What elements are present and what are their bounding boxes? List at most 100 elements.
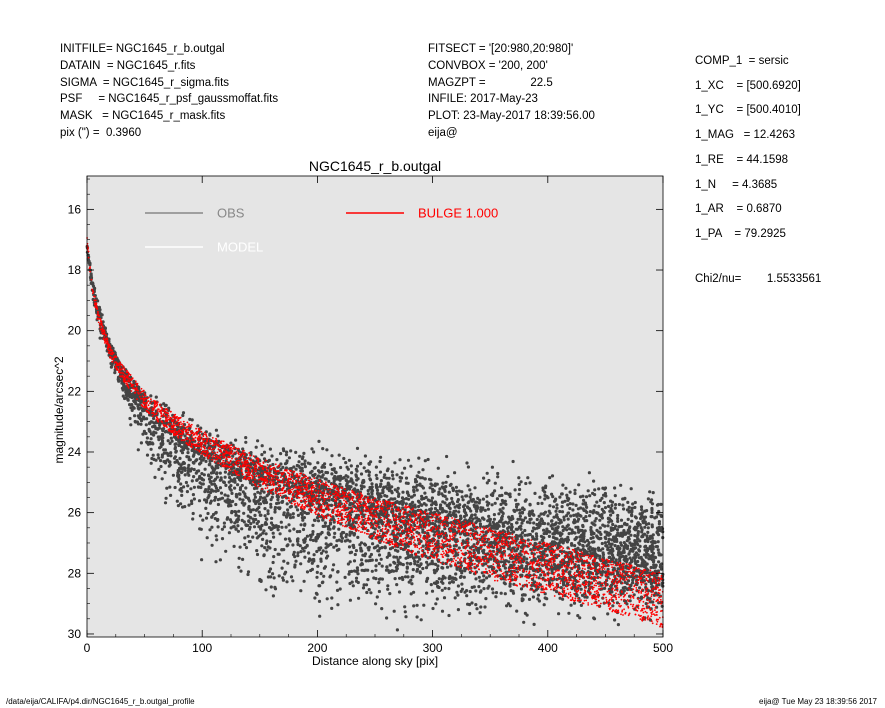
obs-point	[145, 417, 149, 421]
obs-point	[323, 477, 327, 481]
obs-point	[387, 476, 391, 480]
obs-point	[348, 539, 352, 543]
obs-point	[513, 488, 517, 492]
obs-point	[512, 563, 516, 567]
obs-point	[265, 539, 269, 543]
obs-point	[370, 490, 374, 494]
obs-point	[283, 462, 288, 466]
obs-point	[222, 525, 226, 529]
obs-point	[419, 618, 423, 622]
obs-point	[560, 505, 564, 509]
obs-point	[176, 479, 180, 483]
obs-point	[456, 498, 460, 502]
obs-point	[311, 532, 315, 536]
obs-point	[431, 562, 435, 566]
obs-point	[227, 531, 231, 535]
obs-point	[315, 570, 319, 575]
obs-point	[159, 464, 163, 469]
obs-point	[490, 587, 495, 591]
obs-point	[186, 466, 190, 470]
obs-point	[626, 536, 631, 540]
obs-point	[374, 473, 378, 477]
obs-point	[414, 485, 418, 489]
obs-point	[460, 495, 464, 499]
obs-point	[495, 497, 499, 501]
obs-point	[169, 454, 173, 458]
obs-point	[253, 513, 257, 518]
plot-area	[87, 176, 663, 637]
obs-point	[287, 456, 291, 460]
obs-point	[218, 486, 222, 490]
obs-point	[401, 502, 405, 506]
obs-point	[567, 611, 571, 615]
obs-point	[199, 527, 203, 531]
obs-point	[440, 580, 444, 584]
header-mid-line: eija@	[428, 126, 458, 139]
obs-point	[332, 563, 336, 567]
obs-point	[504, 502, 508, 506]
obs-point	[426, 498, 430, 502]
obs-point	[613, 486, 617, 490]
obs-point	[300, 462, 304, 466]
obs-point	[257, 510, 261, 514]
obs-point	[421, 468, 425, 472]
obs-point	[403, 466, 407, 470]
obs-point	[369, 591, 373, 595]
obs-point	[349, 501, 353, 505]
obs-point	[565, 537, 569, 542]
obs-point	[142, 417, 146, 421]
obs-point	[253, 492, 257, 496]
obs-point	[491, 525, 495, 529]
obs-point	[285, 580, 289, 584]
obs-point	[531, 595, 536, 599]
obs-point	[536, 501, 540, 506]
obs-point	[277, 501, 281, 505]
obs-point	[396, 494, 401, 498]
obs-point	[506, 602, 511, 606]
obs-point	[359, 472, 364, 476]
obs-point	[627, 505, 631, 509]
obs-point	[173, 455, 177, 459]
obs-point	[568, 527, 572, 531]
obs-point	[482, 574, 486, 578]
obs-point	[385, 476, 389, 480]
obs-point	[519, 587, 524, 591]
obs-point	[469, 492, 473, 496]
obs-point	[303, 522, 307, 526]
obs-point	[623, 521, 627, 525]
obs-point	[425, 577, 429, 581]
obs-point	[461, 498, 465, 502]
obs-point	[295, 530, 299, 534]
obs-point	[254, 531, 258, 535]
obs-point	[162, 427, 166, 431]
obs-point	[599, 536, 603, 541]
obs-point	[350, 510, 354, 514]
obs-point	[515, 537, 519, 541]
obs-point	[271, 531, 275, 535]
obs-point	[503, 582, 507, 586]
obs-point	[625, 546, 630, 551]
obs-point	[156, 453, 160, 457]
obs-point	[328, 575, 332, 579]
obs-point	[520, 564, 524, 568]
obs-point	[370, 482, 374, 486]
obs-point	[428, 486, 432, 490]
obs-point	[237, 565, 241, 569]
obs-point	[386, 481, 390, 485]
obs-point	[447, 490, 451, 494]
obs-point	[409, 578, 413, 582]
obs-point	[281, 578, 285, 582]
obs-point	[431, 606, 435, 611]
obs-point	[423, 491, 427, 495]
obs-point	[323, 524, 327, 528]
obs-point	[496, 471, 500, 476]
obs-point	[585, 505, 589, 509]
obs-point	[272, 555, 276, 559]
obs-point	[568, 502, 572, 506]
obs-point	[550, 492, 554, 496]
obs-point	[562, 518, 566, 522]
obs-point	[431, 487, 435, 491]
obs-point	[251, 535, 255, 539]
obs-point	[229, 526, 233, 530]
obs-point	[339, 465, 343, 470]
